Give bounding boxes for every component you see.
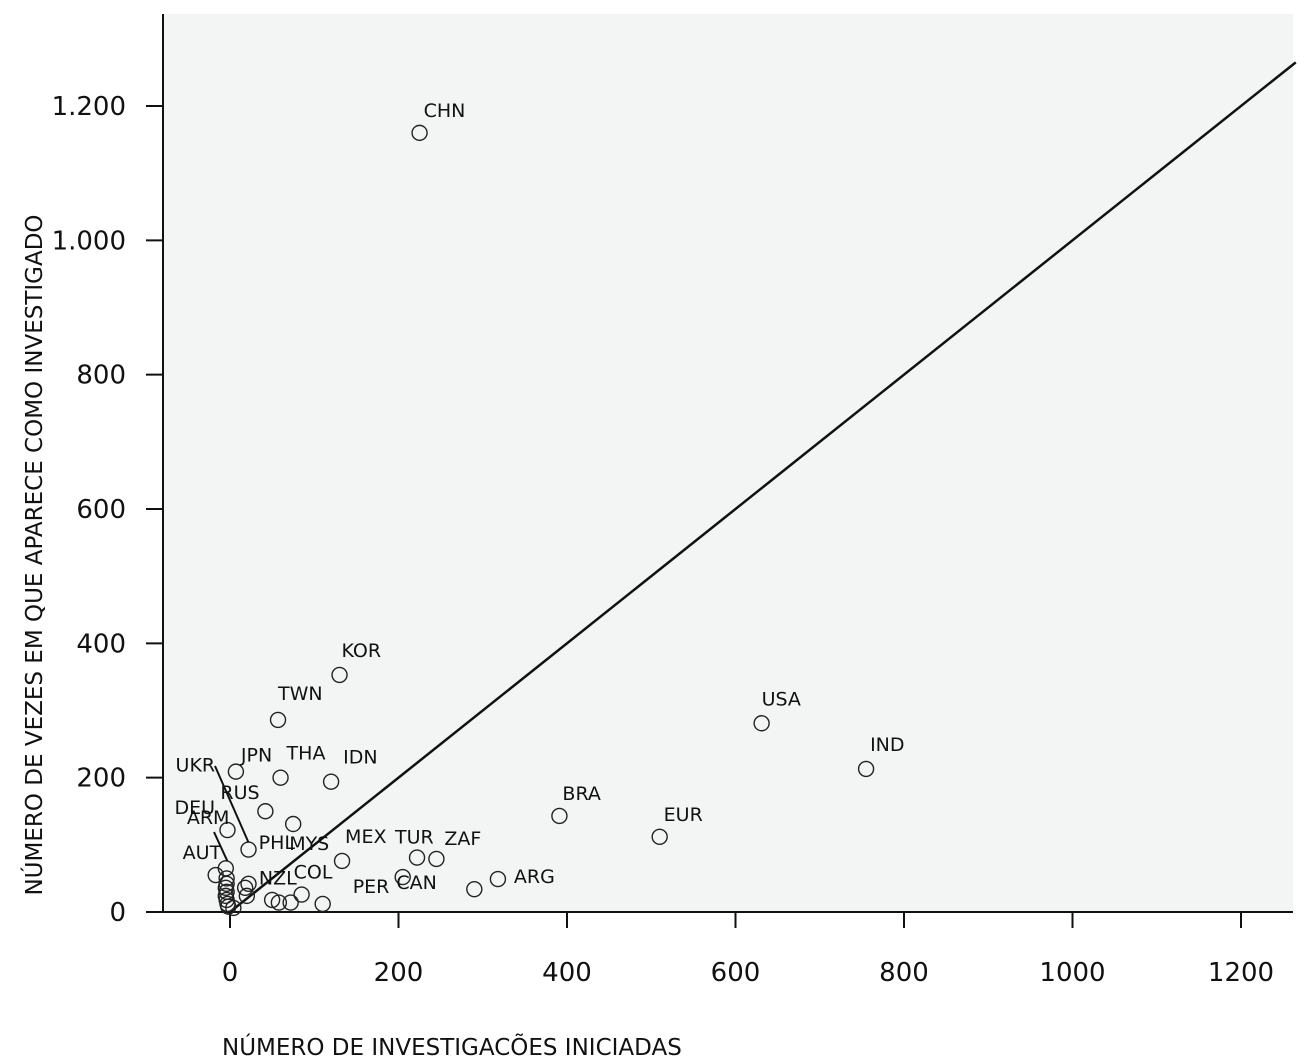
point-label-aut: AUT <box>183 842 222 864</box>
data-point-mys <box>284 815 302 833</box>
data-point-col <box>293 886 310 903</box>
data-point-arm <box>238 887 256 905</box>
point-label-arm: ARM <box>187 807 230 829</box>
data-point <box>282 894 299 911</box>
x-tick-label: 0 <box>222 958 239 988</box>
data-point-nzl <box>270 894 288 911</box>
y-tick-label: 1.000 <box>52 226 126 256</box>
data-point-kor <box>331 666 348 684</box>
x-tick-label: 1000 <box>1039 958 1105 988</box>
point-label-can: CAN <box>396 872 436 894</box>
point-label-tur: TUR <box>394 827 434 849</box>
plot-background <box>163 14 1293 912</box>
point-label-idn: IDN <box>343 747 377 769</box>
point-label-twn: TWN <box>277 683 323 705</box>
data-point-can <box>466 880 483 898</box>
x-tick-label: 800 <box>879 958 929 988</box>
reference-line-group <box>229 61 1297 913</box>
point-label-kor: KOR <box>342 640 382 662</box>
data-point-deu <box>219 821 236 839</box>
x-axis-ticks: 0 200 400 600 800 1000 1200 <box>222 912 1274 988</box>
data-point-jpn <box>227 763 245 780</box>
data-point-rus <box>257 803 274 820</box>
point-label-tha: THA <box>286 743 326 765</box>
data-points <box>207 124 875 917</box>
data-point-phl <box>314 895 331 913</box>
point-label-nzl: NZL <box>259 868 297 890</box>
reference-line <box>229 61 1297 913</box>
x-tick-label: 400 <box>542 958 592 988</box>
data-point-per <box>394 868 411 886</box>
point-label-ind: IND <box>870 734 904 756</box>
point-label-jpn: JPN <box>240 745 272 767</box>
x-axis-title: NÚMERO DE INVESTIGACÕES INICIADAS <box>222 1032 682 1056</box>
y-tick-label: 800 <box>76 361 126 391</box>
data-point <box>236 879 254 897</box>
y-tick-label: 400 <box>76 629 126 659</box>
point-label-col: COL <box>294 862 333 884</box>
data-point-tha <box>272 769 289 786</box>
data-point-zaf <box>428 850 445 868</box>
y-tick-label: 200 <box>76 764 126 794</box>
y-axis-title: NÚMERO DE VEZES EM QUE APARECE COMO INVE… <box>20 214 48 895</box>
point-label-mys: MYS <box>289 833 329 855</box>
point-label-per: PER <box>353 876 390 898</box>
point-label-usa: USA <box>762 688 801 710</box>
data-point <box>225 899 242 917</box>
point-label-zaf: ZAF <box>444 828 481 850</box>
y-axis-ticks: 0 200 400 600 800 1.000 1.200 <box>52 92 163 928</box>
point-label-bra: BRA <box>562 783 600 805</box>
data-point-aut <box>207 866 224 884</box>
data-point-tur <box>408 849 426 866</box>
y-tick-label: 600 <box>76 495 126 525</box>
point-label-deu: DEU <box>174 797 215 819</box>
y-tick-label: 1.200 <box>52 92 126 122</box>
point-label-eur: EUR <box>664 804 703 826</box>
data-point <box>263 891 281 909</box>
leader-line-ukr <box>214 765 250 843</box>
data-point-chn <box>411 124 428 142</box>
x-tick-label: 200 <box>374 958 424 988</box>
data-point-idn <box>322 773 340 790</box>
point-label-phl: PHL <box>259 832 296 854</box>
data-point <box>218 870 235 887</box>
data-point-ind <box>857 760 875 778</box>
data-point-eur <box>651 828 668 845</box>
data-point-usa <box>753 715 770 732</box>
leader-line-arm <box>213 831 229 862</box>
point-label-chn: CHN <box>424 100 466 122</box>
y-tick-label: 0 <box>109 898 126 928</box>
x-tick-label: 1200 <box>1208 958 1274 988</box>
data-point <box>240 875 257 892</box>
x-tick-label: 600 <box>711 958 761 988</box>
point-label-ukr: UKR <box>176 755 216 777</box>
point-label-arg: ARG <box>514 866 555 888</box>
data-point-twn <box>269 711 287 729</box>
data-point-arg <box>489 870 507 888</box>
point-label-mex: MEX <box>345 826 386 848</box>
data-point-mex <box>333 852 351 870</box>
data-point-bra <box>551 807 568 825</box>
